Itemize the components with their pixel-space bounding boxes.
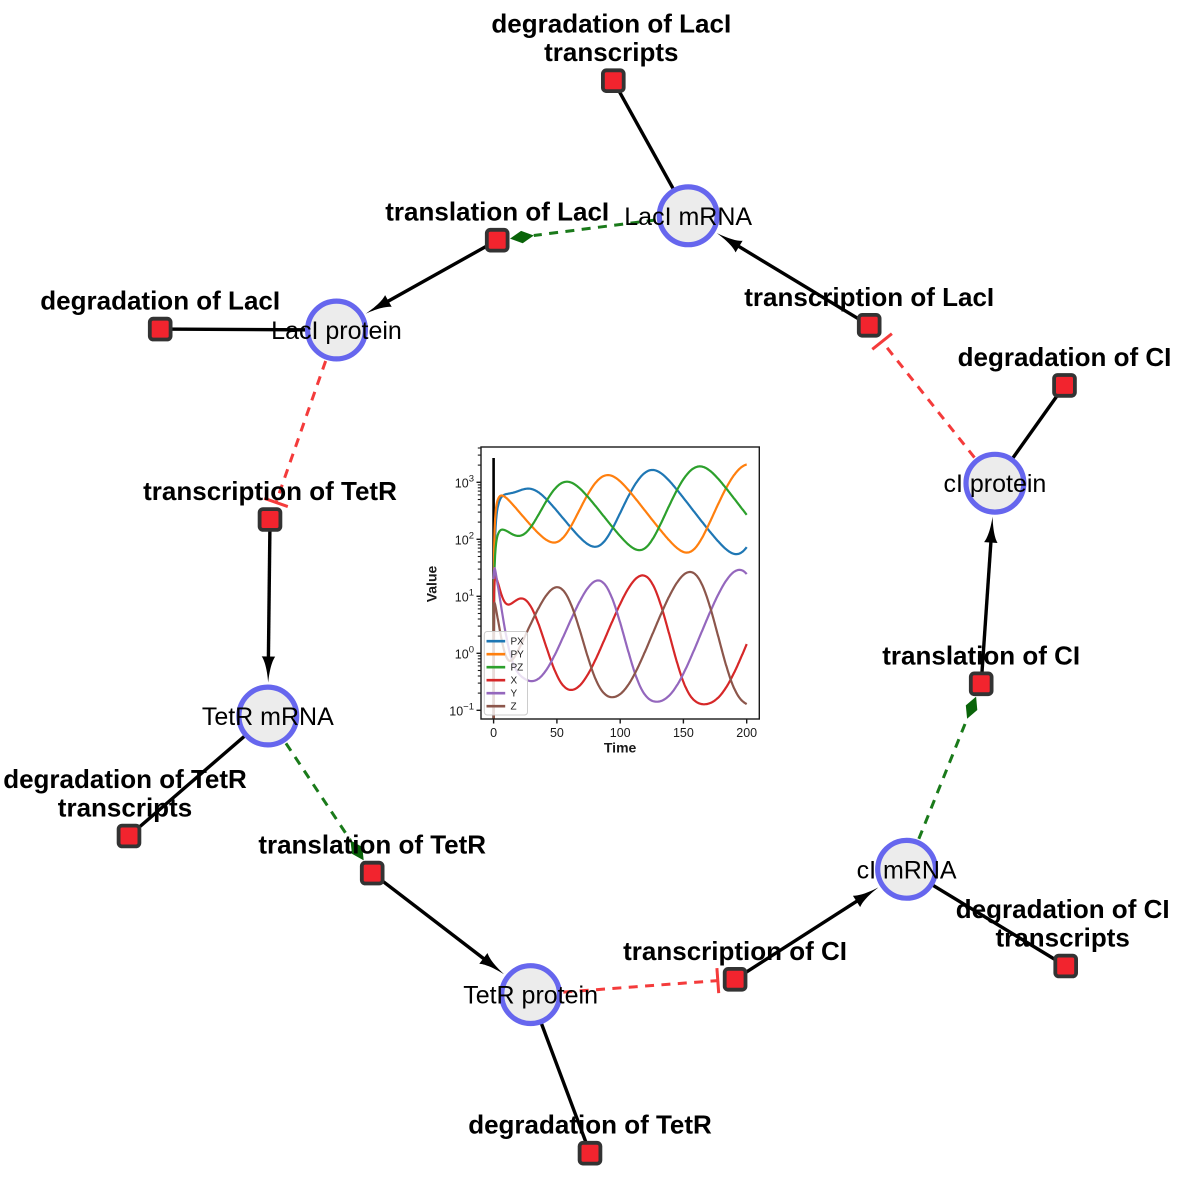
svg-text:TetR protein: TetR protein [463, 982, 598, 1010]
svg-text:Time: Time [604, 740, 637, 756]
svg-text:translation of CI: translation of CI [882, 640, 1080, 670]
svg-text:LacI mRNA: LacI mRNA [624, 203, 752, 231]
svg-text:50: 50 [550, 726, 564, 740]
svg-text:transcripts: transcripts [58, 793, 192, 823]
svg-text:degradation of CI: degradation of CI [956, 894, 1170, 924]
svg-text:PX: PX [511, 637, 525, 648]
svg-text:transcription of LacI: transcription of LacI [744, 282, 994, 312]
svg-text:transcripts: transcripts [996, 923, 1130, 953]
svg-text:100: 100 [610, 726, 631, 740]
svg-text:Value: Value [424, 566, 440, 603]
svg-text:X: X [511, 676, 518, 687]
svg-text:degradation of TetR: degradation of TetR [468, 1110, 712, 1140]
svg-text:150: 150 [673, 726, 694, 740]
svg-text:Z: Z [511, 702, 517, 713]
svg-text:0: 0 [490, 726, 497, 740]
svg-text:degradation of LacI: degradation of LacI [491, 9, 731, 39]
svg-text:translation of LacI: translation of LacI [385, 197, 609, 227]
svg-text:PY: PY [511, 650, 525, 661]
svg-text:200: 200 [736, 726, 757, 740]
svg-text:degradation of LacI: degradation of LacI [40, 286, 280, 316]
svg-text:degradation of TetR: degradation of TetR [3, 764, 247, 794]
svg-text:degradation of CI: degradation of CI [958, 342, 1172, 372]
svg-text:PZ: PZ [511, 663, 524, 674]
svg-text:LacI protein: LacI protein [271, 317, 402, 345]
svg-text:transcripts: transcripts [544, 37, 678, 67]
svg-text:transcription of TetR: transcription of TetR [143, 476, 397, 506]
svg-text:translation of TetR: translation of TetR [258, 830, 486, 860]
svg-text:Y: Y [511, 689, 518, 700]
svg-text:transcription of CI: transcription of CI [623, 936, 847, 966]
svg-text:TetR mRNA: TetR mRNA [202, 703, 334, 731]
svg-text:cI protein: cI protein [943, 470, 1046, 498]
svg-text:cI mRNA: cI mRNA [857, 856, 957, 884]
